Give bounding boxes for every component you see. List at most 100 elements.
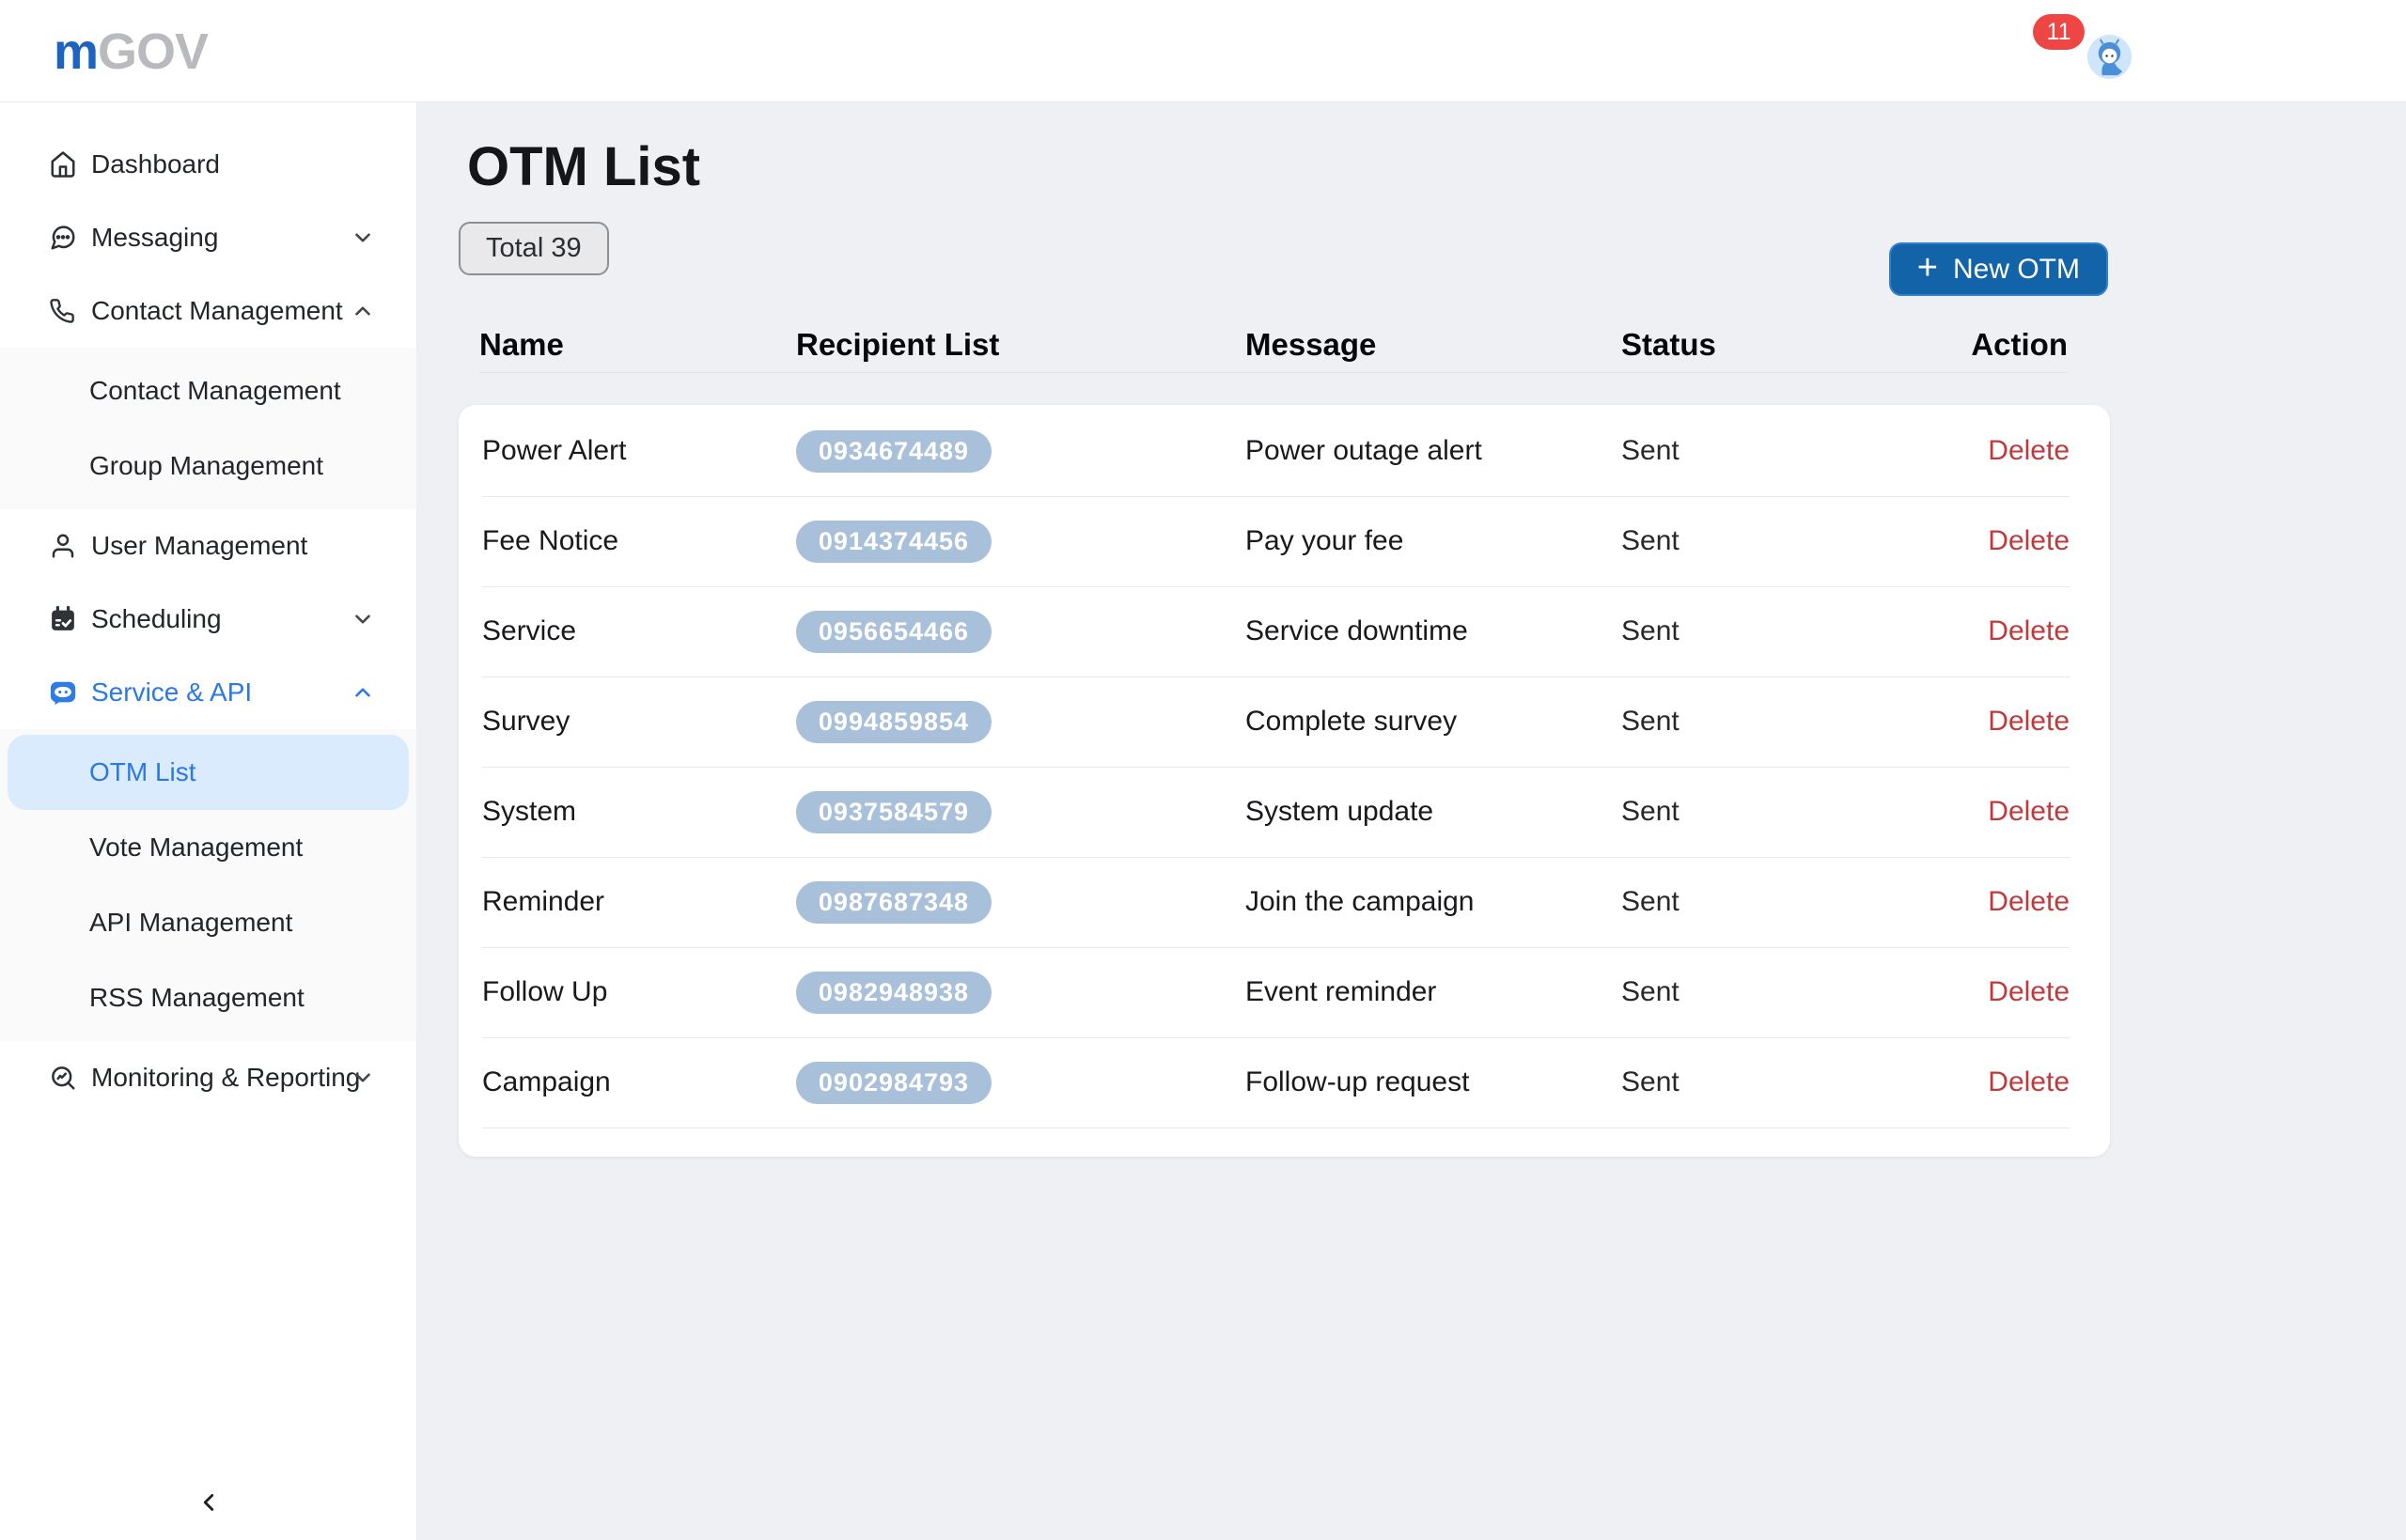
monitor-search-icon	[49, 1064, 77, 1092]
new-otm-label: New OTM	[1953, 253, 2080, 285]
status-text: Sent	[1621, 796, 1680, 828]
table-body: Power Alert 0934674489 Power outage aler…	[459, 407, 2110, 1128]
service-api-submenu: OTM List Vote Management API Management …	[0, 729, 416, 1041]
status-text: Sent	[1621, 886, 1680, 918]
sidebar-item-label: User Management	[91, 531, 308, 560]
status-text: Sent	[1621, 615, 1680, 647]
delete-button[interactable]: Delete	[1988, 706, 2070, 738]
status-text: Sent	[1621, 706, 1680, 738]
sidebar-subitem-api-management[interactable]: API Management	[0, 885, 416, 960]
otm-name: Reminder	[482, 886, 605, 918]
column-header-recipient: Recipient List	[796, 326, 1000, 362]
sidebar-item-label: Dashboard	[91, 149, 220, 179]
otm-message: Join the campaign	[1245, 886, 1475, 918]
table-header-row: Name Recipient List Message Status Actio…	[479, 307, 2068, 373]
delete-button[interactable]: Delete	[1988, 435, 2070, 467]
otm-name: Survey	[482, 706, 570, 738]
delete-button[interactable]: Delete	[1988, 615, 2070, 647]
column-header-name: Name	[479, 326, 564, 362]
delete-button[interactable]: Delete	[1988, 796, 2070, 828]
otm-message: Event reminder	[1245, 976, 1437, 1008]
sidebar-item-label: Contact Management	[89, 376, 341, 405]
recipient-badge: 0914374456	[796, 520, 992, 563]
sidebar-item-label: RSS Management	[89, 983, 305, 1012]
plus-icon: +	[1916, 247, 1938, 288]
sidebar-item-user-management[interactable]: User Management	[0, 509, 416, 583]
table-row: Service 0956654466 Service downtime Sent…	[482, 587, 2070, 677]
sidebar-item-label: Vote Management	[89, 832, 304, 862]
chevron-down-icon	[351, 607, 375, 631]
column-header-status: Status	[1621, 326, 1716, 362]
sidebar-item-label: Scheduling	[91, 604, 222, 633]
recipient-badge: 0934674489	[796, 429, 992, 473]
sidebar-item-dashboard[interactable]: Dashboard	[0, 128, 416, 201]
delete-button[interactable]: Delete	[1988, 1066, 2070, 1098]
chevron-down-icon	[351, 1066, 375, 1090]
otm-name: Service	[482, 615, 577, 647]
otm-message: Service downtime	[1245, 615, 1468, 647]
recipient-badge: 0937584579	[796, 790, 992, 833]
page-title: OTM List	[467, 136, 701, 197]
table-row: Fee Notice 0914374456 Pay your fee Sent …	[482, 497, 2070, 587]
status-text: Sent	[1621, 435, 1680, 467]
column-header-action: Action	[1971, 326, 2068, 362]
sidebar-item-messaging[interactable]: Messaging	[0, 201, 416, 274]
app-logo: mGOV	[54, 23, 209, 81]
sidebar-item-service-api[interactable]: Service & API	[0, 656, 416, 729]
column-header-message: Message	[1245, 326, 1377, 362]
delete-button[interactable]: Delete	[1988, 886, 2070, 918]
recipient-badge: 0956654466	[796, 610, 992, 653]
status-text: Sent	[1621, 1066, 1680, 1098]
logo-m: m	[54, 23, 99, 80]
otm-name: Follow Up	[482, 976, 608, 1008]
recipient-badge: 0987687348	[796, 880, 992, 924]
delete-button[interactable]: Delete	[1988, 976, 2070, 1008]
sidebar-item-scheduling[interactable]: Scheduling	[0, 583, 416, 656]
delete-button[interactable]: Delete	[1988, 525, 2070, 557]
phone-icon	[49, 297, 77, 325]
status-text: Sent	[1621, 976, 1680, 1008]
sidebar-subitem-contact-management[interactable]: Contact Management	[0, 353, 416, 428]
sidebar-subitem-otm-list[interactable]: OTM List	[8, 735, 409, 810]
table-row: Reminder 0987687348 Join the campaign Se…	[482, 858, 2070, 948]
sidebar-subitem-rss-management[interactable]: RSS Management	[0, 960, 416, 1035]
sidebar-item-contact-management[interactable]: Contact Management	[0, 274, 416, 348]
chevron-up-icon	[351, 680, 375, 705]
table-row: System 0937584579 System update Sent Del…	[482, 768, 2070, 858]
sidebar-item-label: Service & API	[91, 677, 253, 707]
user-icon	[49, 532, 77, 560]
otm-message: Power outage alert	[1245, 435, 1482, 467]
sidebar-item-label: Contact Management	[91, 296, 343, 325]
sidebar-item-label: Monitoring & Reporting	[91, 1063, 361, 1092]
recipient-badge: 0994859854	[796, 700, 992, 743]
otm-name: System	[482, 796, 577, 828]
otm-message: Follow-up request	[1245, 1066, 1470, 1098]
avatar[interactable]	[2087, 35, 2132, 79]
table-row: Campaign 0902984793 Follow-up request Se…	[482, 1038, 2070, 1128]
sidebar-collapse-button[interactable]	[186, 1480, 231, 1525]
recipient-badge: 0982948938	[796, 971, 992, 1014]
new-otm-button[interactable]: + New OTM	[1888, 242, 2108, 296]
status-text: Sent	[1621, 525, 1680, 557]
top-header: mGOV 11	[0, 0, 2406, 102]
calendar-icon	[49, 605, 77, 633]
home-icon	[49, 150, 77, 179]
sidebar: Dashboard Messaging Contact Management C…	[0, 102, 417, 1540]
main-content: OTM List Total 39 + New OTM Name Recipie…	[418, 102, 2406, 1540]
table-row: Survey 0994859854 Complete survey Sent D…	[482, 677, 2070, 768]
otm-name: Campaign	[482, 1066, 611, 1098]
robot-icon	[49, 678, 77, 707]
logo-gov: GOV	[98, 23, 209, 80]
sidebar-item-label: Messaging	[91, 223, 219, 252]
sidebar-item-monitoring-reporting[interactable]: Monitoring & Reporting	[0, 1041, 416, 1114]
sidebar-subitem-group-management[interactable]: Group Management	[0, 428, 416, 504]
otm-message: Complete survey	[1245, 706, 1458, 738]
otm-name: Power Alert	[482, 435, 627, 467]
otm-name: Fee Notice	[482, 525, 619, 557]
table-row: Power Alert 0934674489 Power outage aler…	[482, 407, 2070, 497]
chevron-down-icon	[351, 226, 375, 250]
sidebar-subitem-vote-management[interactable]: Vote Management	[0, 810, 416, 885]
sidebar-item-label: OTM List	[89, 757, 196, 786]
total-count-badge: Total 39	[459, 221, 609, 275]
chat-icon	[49, 224, 77, 252]
